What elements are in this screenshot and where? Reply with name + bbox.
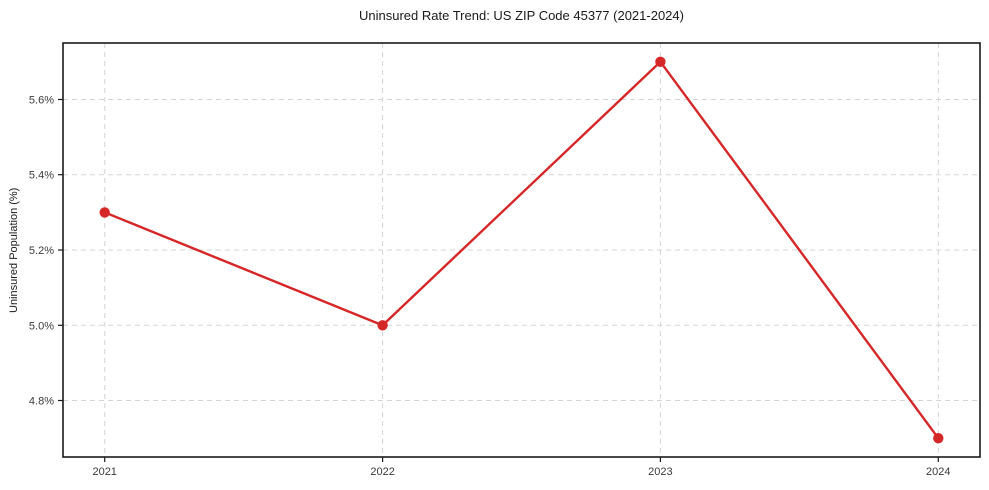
x-tick-label: 2021: [92, 466, 116, 478]
trend-line: [103, 60, 940, 440]
y-tick-label: 5.6%: [29, 95, 54, 107]
data-point-marker: [933, 433, 944, 444]
y-tick-label: 5.0%: [29, 320, 54, 332]
y-tick-label: 4.8%: [29, 396, 54, 408]
data-point-marker: [99, 207, 110, 218]
y-tick-label: 5.2%: [29, 245, 54, 257]
data-point-marker: [655, 56, 666, 67]
axis-border: [62, 42, 981, 458]
chart-title: Uninsured Rate Trend: US ZIP Code 45377 …: [359, 8, 684, 23]
data-point-marker: [377, 320, 388, 331]
x-tick-label: 2023: [648, 466, 672, 478]
x-tick-label: 2024: [926, 466, 950, 478]
y-tick-label: 5.4%: [29, 170, 54, 182]
x-tick-label: 2022: [370, 466, 394, 478]
